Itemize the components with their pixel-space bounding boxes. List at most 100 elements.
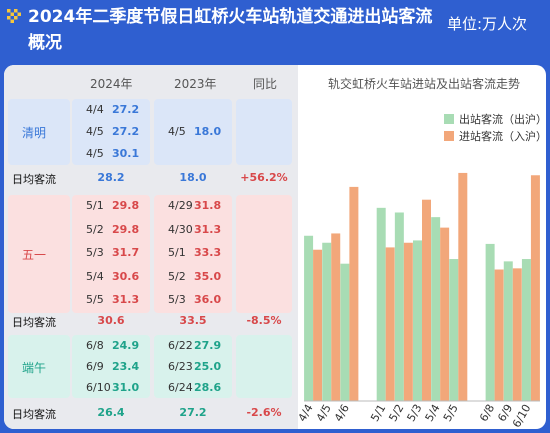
section-cell (8, 195, 70, 313)
x-tick-label: 5/2 (386, 402, 406, 424)
avg-2024: 28.2 (97, 171, 125, 184)
column-header: 同比 (253, 77, 278, 91)
x-tick-label: 4/4 (298, 402, 316, 424)
section-cell (154, 335, 232, 398)
value-cell: 18.0 (194, 125, 222, 138)
date-cell: 5/1 (168, 246, 186, 260)
value-cell: 27.2 (112, 125, 140, 138)
legend-label: 出站客流（出沪） (459, 112, 546, 126)
table-row: 6/2428.6 (168, 381, 221, 394)
value-cell: 30.1 (112, 147, 140, 160)
table-row: 4/3031.3 (168, 223, 221, 236)
section-cell (72, 195, 150, 313)
value-cell: 35.0 (194, 269, 222, 283)
date-cell: 6/23 (168, 360, 193, 373)
trend-chart: 4/44/54/6 5/15/25/35/45/5 6/86/96/10出站客流（出… (298, 112, 546, 429)
value-cell: 24.9 (112, 339, 140, 352)
date-cell: 4/5 (86, 125, 104, 138)
x-tick-label: 6/10 (510, 402, 534, 429)
table-row: 4/2931.8 (168, 199, 221, 212)
table-row: 6/1031.0 (86, 381, 139, 394)
date-cell: 6/24 (168, 381, 193, 394)
table-row: 5/1 29.8 (86, 199, 139, 212)
date-cell: 5/2 (86, 222, 104, 236)
section-cell (8, 335, 70, 398)
avg-label: 日均客流 (12, 408, 56, 421)
section-name: 清明 (22, 126, 47, 140)
x-tick-label: 4/6 (332, 402, 352, 424)
date-cell: 5/1 (86, 199, 104, 212)
avg-2024: 30.6 (97, 314, 125, 327)
table-row: 6/8 24.9 (86, 339, 139, 352)
value-cell: 23.4 (112, 360, 140, 373)
date-cell: 4/29 (168, 199, 193, 212)
date-cell: 5/2 (168, 269, 186, 283)
yoy-value: -8.5% (246, 314, 282, 327)
section-cell (8, 99, 70, 165)
value-cell: 31.3 (194, 222, 222, 236)
date-cell: 6/22 (168, 339, 193, 352)
bar-entry (349, 186, 359, 401)
date-cell: 4/5 (86, 147, 104, 160)
bar-entry (458, 172, 468, 401)
value-cell: 31.8 (194, 199, 222, 212)
x-tick-label: 5/5 (441, 402, 461, 424)
bar-entry (331, 233, 341, 401)
table-row: 5/2 29.8 (86, 223, 139, 236)
checker-logo-icon (7, 9, 21, 23)
table-row: 5/1 33.3 (168, 246, 221, 259)
legend-swatch (444, 114, 454, 124)
date-cell: 5/5 (86, 293, 104, 307)
table-row: 6/2325.0 (168, 360, 221, 373)
date-cell: 6/9 (86, 360, 104, 373)
bar-exit (304, 235, 314, 401)
section-cell (154, 99, 232, 165)
page-title: 2024年二季度节假日虹桥火车站轨道交通进出站客流概况 (28, 7, 433, 53)
table-row: 4/4 27.2 (86, 103, 139, 116)
yoy-value: -2.6% (246, 406, 282, 419)
value-cell: 31.3 (112, 293, 140, 307)
bar-entry (313, 249, 323, 401)
x-tick-label: 6/8 (477, 402, 497, 424)
bar-entry (403, 242, 413, 401)
legend-label: 进站客流（入沪） (459, 129, 546, 143)
unit-label: 单位:万人次 (447, 15, 528, 33)
section-cell (72, 335, 150, 398)
table-row: 6/2227.9 (168, 339, 221, 352)
x-tick-label: 5/1 (368, 402, 388, 424)
value-cell: 31.7 (112, 246, 140, 260)
bar-entry (530, 175, 540, 401)
table-row: 5/4 30.6 (86, 270, 139, 283)
chart-title: 轨交虹桥火车站进站及出站客流走势 (327, 77, 520, 91)
bar-exit (521, 259, 531, 401)
column-header: 2023年 (174, 77, 217, 91)
bar-exit (340, 263, 350, 401)
bar-entry (422, 199, 431, 401)
table-row: 4/5 30.1 (86, 147, 139, 160)
header: 2024年二季度节假日虹桥火车站轨道交通进出站客流概况 单位:万人次 (0, 0, 550, 62)
section-cell (236, 195, 292, 313)
x-tick-label: 5/3 (404, 402, 424, 424)
value-cell: 29.8 (112, 222, 140, 236)
bar-entry (512, 268, 522, 401)
content-panel: 2024年 2023年 同比 清明 4/4 27.2 4/5 27.2 4/5 30.1 4/5 18… (4, 65, 546, 429)
x-tick-label: 5/4 (423, 402, 443, 424)
legend-swatch (444, 131, 454, 141)
avg-2023: 18.0 (179, 171, 207, 184)
bar-exit (503, 261, 513, 401)
table-row: 4/5 18.0 (168, 125, 221, 138)
table-row: 5/3 31.7 (86, 246, 139, 259)
table-row: 5/5 31.3 (86, 293, 139, 306)
value-cell: 29.8 (112, 199, 140, 212)
date-cell: 5/3 (168, 293, 186, 307)
yoy-value: +56.2% (240, 171, 288, 184)
date-cell: 5/4 (86, 269, 104, 283)
avg-label: 日均客流 (12, 316, 56, 329)
bar-exit (485, 243, 495, 401)
x-tick-label: 4/5 (314, 402, 334, 424)
section-cell (236, 99, 292, 165)
value-cell: 27.2 (112, 103, 140, 116)
table-row: 5/2 35.0 (168, 270, 221, 283)
section-name: 五一 (22, 248, 47, 262)
section-name: 端午 (22, 360, 47, 375)
